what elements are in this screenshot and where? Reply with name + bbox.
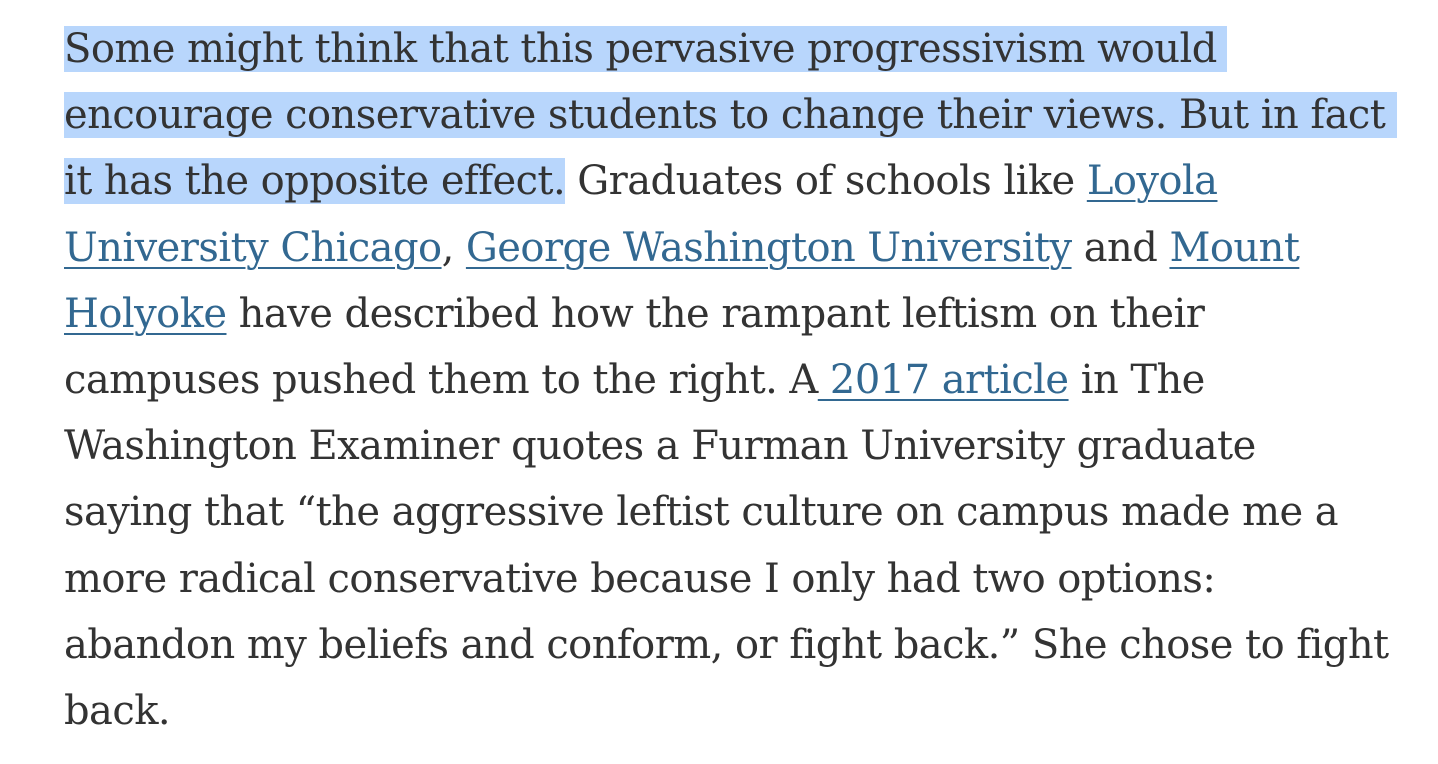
- selected-text-line-3: it has the opposite effect.: [64, 158, 566, 205]
- link-mount-holyoke-cont[interactable]: Holyoke: [64, 290, 227, 337]
- paragraph-line-7: Washington Examiner quotes a Furman Univ…: [64, 423, 1256, 470]
- paragraph-line-2: encourage conservative students to chang…: [64, 82, 1398, 148]
- article-paragraph: Some might think that this pervasive pro…: [64, 16, 1398, 744]
- link-loyola-university-chicago[interactable]: Loyola: [1086, 158, 1218, 205]
- selected-text-line-1: Some might think that this pervasive pro…: [64, 26, 1227, 72]
- paragraph-line-3: it has the opposite effect. Graduates of…: [64, 148, 1394, 214]
- link-george-washington-university[interactable]: George Washington University: [465, 224, 1072, 271]
- text-comma: ,: [441, 224, 466, 271]
- text-in-the: in The: [1068, 356, 1206, 403]
- paragraph-line-4: University Chicago, George Washington Un…: [64, 215, 1394, 281]
- paragraph-line-1: Some might think that this pervasive pro…: [64, 16, 1394, 82]
- paragraph-line-11: back.: [64, 687, 171, 734]
- text-and: and: [1071, 224, 1170, 271]
- paragraph-line-10: abandon my beliefs and conform, or fight…: [64, 621, 1389, 668]
- link-mount-holyoke[interactable]: Mount: [1169, 224, 1300, 271]
- link-loyola-university-chicago-cont[interactable]: University Chicago: [64, 224, 442, 271]
- link-2017-article[interactable]: 2017 article: [817, 356, 1069, 403]
- text-have-described: have described how the rampant leftism o…: [226, 290, 1205, 337]
- paragraph-line-9: more radical conservative because I only…: [64, 555, 1216, 602]
- paragraph-line-6: campuses pushed them to the right. A 201…: [64, 347, 1394, 413]
- paragraph-line-8: saying that “the aggressive leftist cult…: [64, 489, 1339, 536]
- selected-text-line-2: encourage conservative students to chang…: [64, 92, 1398, 139]
- paragraph-line-5: Holyoke have described how the rampant l…: [64, 281, 1394, 347]
- text-campuses-pushed: campuses pushed them to the right. A: [64, 356, 818, 403]
- text-graduates-of-schools: Graduates of schools like: [565, 158, 1087, 205]
